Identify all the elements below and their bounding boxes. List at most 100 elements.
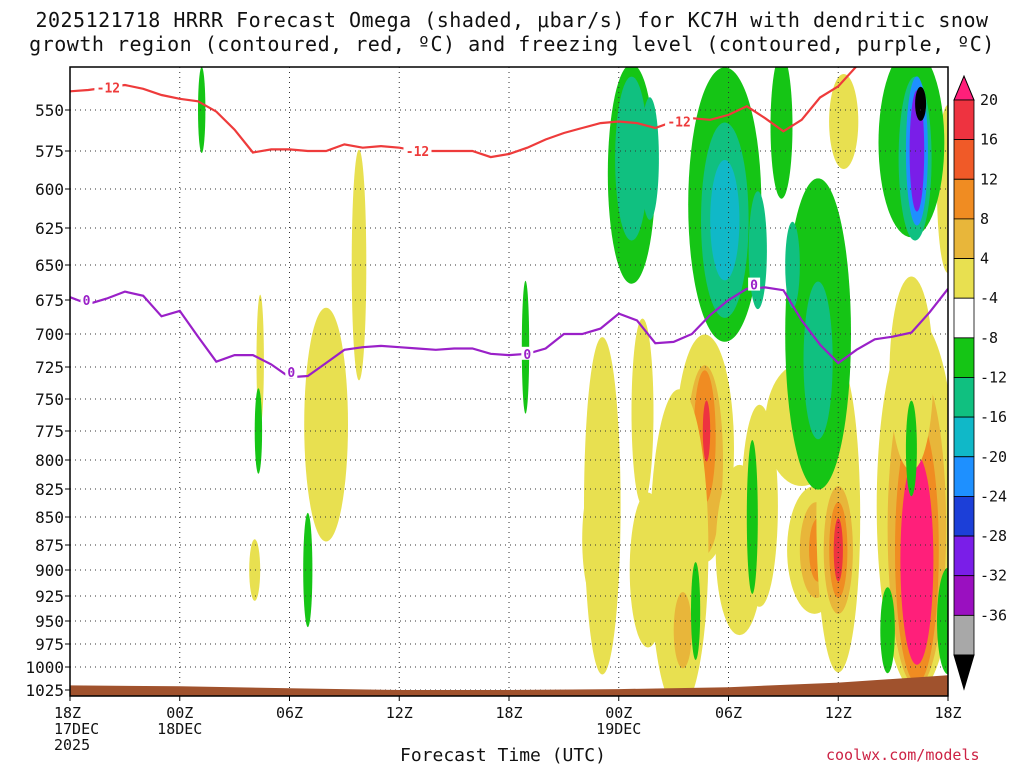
- omega-shade-cell: [254, 388, 263, 474]
- omega-shade-cell: [629, 492, 667, 648]
- credit-link[interactable]: coolwx.com/models: [826, 746, 980, 764]
- colorbar-label: -8: [980, 329, 998, 347]
- x-tick-label: 2025: [54, 736, 90, 754]
- contour-label: 0: [750, 279, 758, 294]
- y-tick-label: 900: [35, 561, 64, 580]
- contour-label-bg: [748, 277, 761, 291]
- x-tick-label: 06Z: [276, 704, 303, 722]
- y-tick-label: 625: [35, 219, 64, 238]
- y-tick-label: 950: [35, 612, 64, 631]
- omega-shade-cell: [803, 281, 833, 440]
- contour-label: 0: [523, 348, 531, 363]
- colorbar-segment: [953, 99, 975, 140]
- omega-shading: [198, 67, 948, 696]
- omega-shade-cell: [198, 67, 206, 153]
- omega-shade-cell: [746, 440, 758, 594]
- omega-shade-cell: [900, 455, 934, 665]
- x-tick-label: 18Z: [934, 704, 961, 722]
- contour-line-dgz: [70, 67, 858, 159]
- colorbar-segment: [953, 377, 975, 418]
- colorbar-label: 16: [980, 131, 998, 149]
- colorbar-label: 4: [980, 250, 989, 268]
- omega-shade-cell: [905, 400, 917, 497]
- colorbar-segment: [953, 258, 975, 299]
- y-tick-label: 550: [35, 101, 64, 120]
- y-axis: 550 575 600 625 650 675 700 725 750 775 800 825 850 8…: [25, 101, 70, 700]
- y-tick-label: 1000: [25, 658, 64, 677]
- colorbar-segment: [953, 456, 975, 497]
- contour-label: -12: [406, 145, 429, 160]
- x-tick-label: 00Z: [166, 704, 193, 722]
- y-tick-label: 1025: [25, 681, 64, 700]
- y-tick-label: 925: [35, 587, 64, 606]
- x-tick-label: 19DEC: [596, 720, 641, 738]
- omega-shade-cell: [915, 86, 927, 121]
- y-tick-label: 775: [35, 422, 64, 441]
- colorbar-segment: [953, 615, 975, 656]
- x-tick-label: 17DEC: [54, 720, 99, 738]
- colorbar-label: -4: [980, 289, 998, 307]
- omega-shade-cell: [785, 221, 800, 309]
- x-tick-label: 06Z: [715, 704, 742, 722]
- x-tick-label: 00Z: [605, 704, 632, 722]
- omega-shade-cell: [889, 276, 934, 471]
- omega-shade-cell: [702, 400, 711, 462]
- contour-label: 0: [287, 366, 295, 381]
- contours: -12 -12 -12 0 0 0 0: [70, 67, 948, 381]
- y-tick-label: 875: [35, 536, 64, 555]
- colorbar-segment: [953, 178, 975, 220]
- colorbar-label: 20: [980, 91, 998, 109]
- omega-shade-cell: [741, 404, 778, 607]
- omega-shade-cell: [691, 562, 701, 660]
- y-tick-label: 725: [35, 358, 64, 377]
- colorbar-segment: [953, 139, 975, 180]
- contour-label-bg: [403, 144, 432, 157]
- y-tick-label: 650: [35, 256, 64, 275]
- colorbar-label: -24: [980, 487, 1007, 505]
- contour-label-bg: [285, 365, 298, 379]
- colorbar-top-arrow: [953, 74, 975, 101]
- omega-shade-cell: [937, 567, 948, 675]
- colorbar-segment: [953, 218, 975, 259]
- colorbar-segment: [953, 495, 975, 537]
- omega-shade-cell: [880, 587, 895, 674]
- contour-line-freezing: [70, 286, 948, 379]
- x-axis-title: Forecast Time (UTC): [400, 745, 606, 766]
- y-tick-label: 850: [35, 508, 64, 527]
- y-tick-label: 575: [35, 142, 64, 161]
- x-tick-label: 12Z: [825, 704, 852, 722]
- omega-shade-cell: [249, 539, 261, 601]
- colorbar: 20 16 12 8 4 -4 -8 -12 -16 -20 -24 -28 -32 -36: [953, 74, 1007, 691]
- colorbar-segment: [953, 575, 975, 616]
- colorbar-label: -32: [980, 567, 1007, 585]
- contour-label: -12: [667, 116, 690, 131]
- y-tick-label: 825: [35, 480, 64, 499]
- chart-title-line2: growth region (contoured, red, ºC) and f…: [29, 32, 995, 56]
- colorbar-segment: [953, 535, 975, 577]
- terrain-surface: [70, 675, 948, 696]
- omega-shade-cell: [640, 97, 659, 220]
- y-tick-label: 975: [35, 635, 64, 654]
- y-tick-label: 600: [35, 180, 64, 199]
- omega-shade-cell: [833, 518, 843, 582]
- omega-shade-cell: [615, 76, 649, 241]
- colorbar-bottom-arrow: [953, 654, 975, 691]
- omega-shade-cell: [673, 592, 692, 669]
- chart-title-line1: 2025121718 HRRR Forecast Omega (shaded, …: [35, 8, 989, 32]
- omega-shade-cell: [351, 149, 367, 381]
- colorbar-label: -12: [980, 369, 1007, 387]
- contour-label-bg: [94, 80, 123, 94]
- colorbar-label: -36: [980, 606, 1007, 624]
- x-tick-label: 12Z: [386, 704, 413, 722]
- omega-shade-cell: [829, 74, 859, 169]
- colorbar-segment: [953, 416, 975, 458]
- x-tick-label: 18DEC: [157, 720, 202, 738]
- colorbar-label: 12: [980, 170, 998, 188]
- y-tick-label: 800: [35, 451, 64, 470]
- omega-shade-cell: [770, 67, 793, 199]
- y-tick-label: 700: [35, 325, 64, 344]
- contour-label: 0: [83, 294, 91, 309]
- colorbar-label: -16: [980, 408, 1007, 426]
- y-tick-label: 675: [35, 291, 64, 310]
